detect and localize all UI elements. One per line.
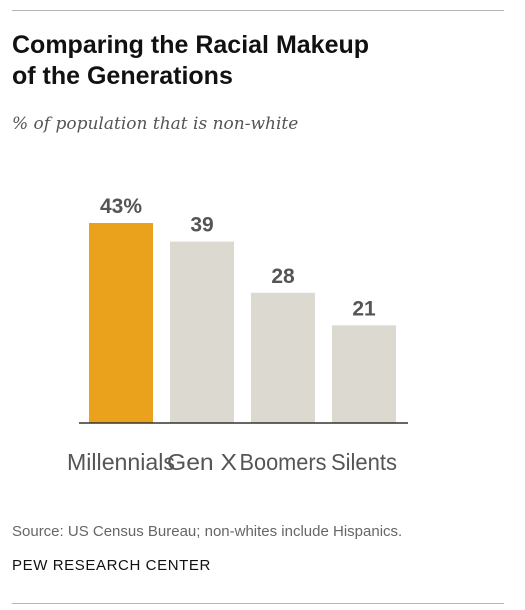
bar-silents [332,325,396,423]
value-label-boomers: 28 [271,265,295,288]
labels-layer: 43% Millennials 39 Gen X 28 Boomers 21 Silents [67,195,397,475]
category-label-boomers: Boomers [240,449,327,475]
bars-layer [89,223,396,423]
brand-logo-text: PEW RESEARCH CENTER [12,557,211,574]
value-label-gen-x: 39 [190,214,213,237]
category-label-gen-x: Gen X [167,449,237,475]
bar-millennials [89,223,153,423]
category-label-millennials: Millennials [67,449,175,475]
source-note: Source: US Census Bureau; non-whites inc… [12,523,403,540]
chart-title-line-1: Comparing the Racial Makeup [12,31,370,59]
top-rule [12,10,504,11]
chart-subtitle: % of population that is non-white [12,114,299,134]
bar-boomers [251,292,315,423]
bar-gen-x [170,241,234,423]
chart-title: Comparing the Racial Makeup of the Gener… [12,30,482,92]
value-label-millennials: 43% [100,195,142,218]
bottom-rule [12,603,504,604]
value-label-silents: 21 [352,297,376,320]
category-label-silents: Silents [331,449,397,475]
chart-title-line-2: of the Generations [12,62,233,90]
